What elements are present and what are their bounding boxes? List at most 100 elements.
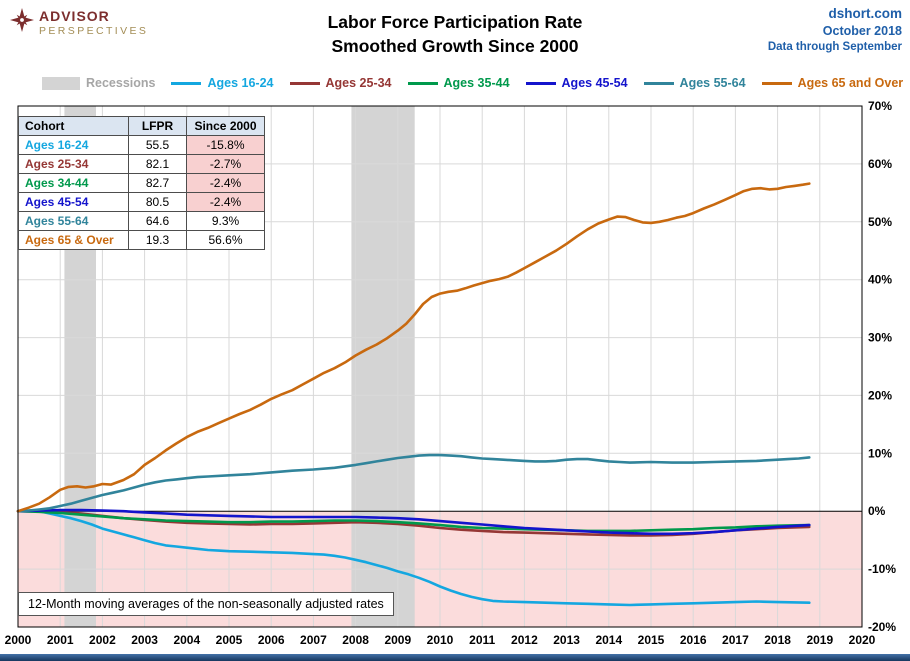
y-tick-label: 70% [868, 99, 892, 113]
annotation-box: 12-Month moving averages of the non-seas… [18, 592, 394, 616]
table-row: Ages 55-64 64.6 9.3% [18, 211, 265, 231]
since-2000-cell: -15.8% [186, 135, 265, 155]
x-tick-label: 2018 [764, 633, 791, 647]
cohort-cell: Ages 34-44 [18, 173, 129, 193]
table-header-since-2000: Since 2000 [186, 116, 265, 136]
y-tick-label: 40% [868, 273, 892, 287]
x-tick-label: 2009 [384, 633, 411, 647]
line-swatch [407, 81, 438, 85]
legend-label: Ages 16-24 [207, 76, 274, 90]
x-tick-label: 2007 [300, 633, 327, 647]
table-row: Ages 34-44 82.7 -2.4% [18, 173, 265, 193]
series-ages-16-24 [16, 509, 811, 607]
y-tick-label: 30% [868, 331, 892, 345]
x-tick-label: 2016 [680, 633, 707, 647]
legend-item: Ages 35-44 [407, 76, 510, 90]
x-tick-label: 2017 [722, 633, 749, 647]
since-2000-cell: 9.3% [186, 211, 265, 231]
legend-item: Ages 16-24 [171, 76, 274, 90]
legend: Recessions Ages 16-24 Ages 25-34 Ages 35-44… [42, 76, 903, 90]
y-tick-label: 60% [868, 157, 892, 171]
legend-item: Ages 45-54 [525, 76, 628, 90]
series-ages-45-54 [16, 508, 811, 536]
logo-perspectives-text: PERSPECTIVES [39, 25, 149, 37]
since-2000-cell: 56.6% [186, 230, 265, 250]
source-site: dshort.com [828, 6, 902, 21]
legend-label: Ages 45-54 [561, 76, 628, 90]
line-swatch [643, 81, 674, 85]
annotation-text: 12-Month moving averages of the non-seas… [28, 597, 384, 611]
legend-item: Recessions [42, 76, 155, 90]
series-ages-55-64 [16, 453, 811, 513]
table-header-row: Cohort LFPR Since 2000 [18, 116, 265, 136]
cohort-cell: Ages 45-54 [18, 192, 129, 212]
legend-label: Ages 25-34 [325, 76, 392, 90]
logo-text: ADVISOR PERSPECTIVES [39, 8, 148, 37]
title-line-1: Labor Force Participation Rate [327, 12, 583, 32]
x-tick-label: 2006 [258, 633, 285, 647]
legend-item: Ages 25-34 [289, 76, 392, 90]
legend-label: Ages 35-44 [443, 76, 510, 90]
chart-title: Labor Force Participation Rate Smoothed … [0, 10, 910, 58]
line-swatch [525, 81, 556, 85]
x-tick-label: 2002 [89, 633, 116, 647]
recession-band [351, 106, 415, 627]
x-tick-label: 2019 [806, 633, 833, 647]
cohort-table-body: Ages 16-24 55.5 -15.8% Ages 25-34 82.1 -2.7% A… [18, 135, 265, 250]
lfpr-cell: 64.6 [128, 211, 187, 231]
since-2000-cell: -2.4% [186, 173, 265, 193]
x-tick-label: 2005 [216, 633, 243, 647]
x-tick-label: 2003 [131, 633, 158, 647]
source-note: Data through September [767, 41, 902, 53]
since-2000-cell: -2.7% [186, 154, 265, 174]
y-tick-label: -20% [868, 620, 896, 634]
table-row: Ages 25-34 82.1 -2.7% [18, 154, 265, 174]
series-ages-35-44 [16, 509, 811, 533]
plot-border [17, 105, 863, 628]
x-tick-label: 2015 [638, 633, 665, 647]
legend-label: Ages 55-64 [679, 76, 746, 90]
line-swatch [289, 81, 320, 85]
since-2000-cell: -2.4% [186, 192, 265, 212]
x-tick-label: 2013 [553, 633, 580, 647]
compass-star-icon [10, 8, 34, 32]
line-swatch [761, 81, 792, 85]
cohort-table: Cohort LFPR Since 2000 Ages 16-24 55.5 -15.8… [18, 116, 265, 250]
lfpr-cell: 82.7 [128, 173, 187, 193]
series-ages-65-and-over [16, 182, 811, 513]
title-line-2: Smoothed Growth Since 2000 [331, 36, 579, 56]
lfpr-cell: 55.5 [128, 135, 187, 155]
bottom-bar [0, 654, 910, 661]
source-date: October 2018 [822, 24, 902, 38]
header: ADVISOR PERSPECTIVES Labor Force Partici… [0, 0, 910, 70]
y-tick-label: 20% [868, 388, 892, 402]
x-tick-label: 2008 [342, 633, 369, 647]
table-header-cohort: Cohort [18, 116, 129, 136]
x-tick-label: 2011 [469, 633, 495, 647]
y-tick-label: -10% [868, 562, 896, 576]
x-tick-label: 2000 [5, 633, 32, 647]
recession-swatch [42, 76, 80, 90]
x-tick-label: 2012 [511, 633, 538, 647]
cohort-cell: Ages 25-34 [18, 154, 129, 174]
lfpr-cell: 80.5 [128, 192, 187, 212]
x-tick-label: 2001 [47, 633, 74, 647]
lfpr-cell: 19.3 [128, 230, 187, 250]
cohort-cell: Ages 16-24 [18, 135, 129, 155]
source-info: dshort.com October 2018 Data through Sep… [768, 6, 902, 53]
x-tick-label: 2014 [595, 633, 622, 647]
x-tick-label: 2020 [849, 633, 876, 647]
y-tick-label: 0% [868, 504, 886, 518]
table-header-lfpr: LFPR [128, 116, 187, 136]
legend-label: Recessions [86, 76, 156, 90]
y-tick-label: 10% [868, 446, 892, 460]
legend-item: Ages 55-64 [643, 76, 746, 90]
legend-label: Ages 65 and Over [797, 76, 904, 90]
line-swatch [171, 81, 202, 85]
table-row: Ages 45-54 80.5 -2.4% [18, 192, 265, 212]
logo-advisor-text: ADVISOR [39, 8, 110, 24]
advisor-perspectives-logo: ADVISOR PERSPECTIVES [10, 8, 148, 37]
x-tick-label: 2004 [173, 633, 200, 647]
cohort-cell: Ages 55-64 [18, 211, 129, 231]
